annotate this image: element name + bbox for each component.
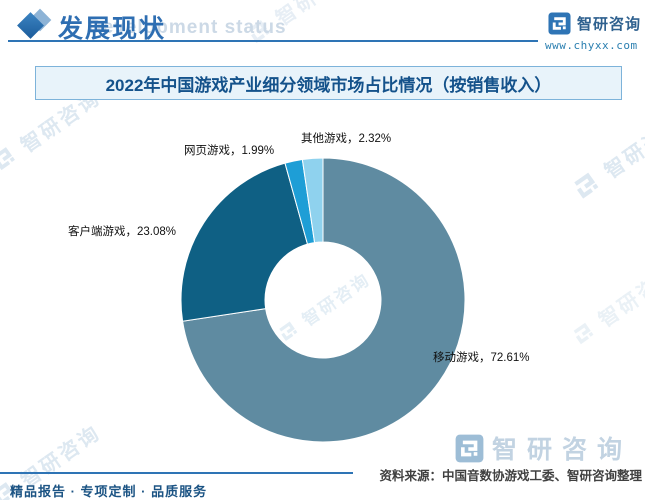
brand-lockup: 智研咨询 bbox=[548, 12, 641, 35]
pie-label-web-games: 网页游戏，1.99% bbox=[184, 145, 275, 157]
footer-divider bbox=[0, 472, 353, 474]
pie-label-mobile-games: 移动游戏，72.61% bbox=[433, 352, 530, 364]
page-header: Development status 发展现状 智研咨询 www.chyxx.c… bbox=[0, 0, 645, 56]
section-subtitle-en: Development status bbox=[88, 17, 287, 38]
chart-title: 2022年中国游戏产业细分领域市场占比情况（按销售收入） bbox=[105, 75, 552, 95]
data-source-note: 资料来源：中国音数协游戏工委、智研咨询整理 bbox=[379, 469, 642, 483]
section-diamond-icon bbox=[17, 8, 55, 41]
donut-segment-0 bbox=[182, 157, 466, 443]
pie-label-client-games: 客户端游戏，23.08% bbox=[68, 226, 177, 238]
donut-segment-1 bbox=[180, 162, 309, 322]
donut-segment-3 bbox=[301, 157, 324, 244]
section-title: 发展现状 bbox=[58, 15, 167, 43]
zhiyan-logo-icon bbox=[548, 12, 571, 35]
pie-label-other-games: 其他游戏，2.32% bbox=[301, 133, 392, 145]
zhiyan-logo-icon bbox=[455, 434, 484, 462]
header-divider bbox=[8, 40, 538, 42]
donut-chart bbox=[180, 157, 466, 443]
chart-title-bar: 2022年中国游戏产业细分领域市场占比情况（按销售收入） bbox=[35, 66, 622, 100]
footer-watermark-text: 智研咨询 bbox=[492, 436, 633, 464]
services-tagline: 精品报告 · 专项定制 · 品质服务 bbox=[10, 484, 208, 499]
footer-brand-watermark: 智研咨询 bbox=[455, 430, 632, 466]
brand-url-link[interactable]: www.chyxx.com bbox=[545, 39, 638, 52]
brand-name: 智研咨询 bbox=[577, 16, 642, 33]
